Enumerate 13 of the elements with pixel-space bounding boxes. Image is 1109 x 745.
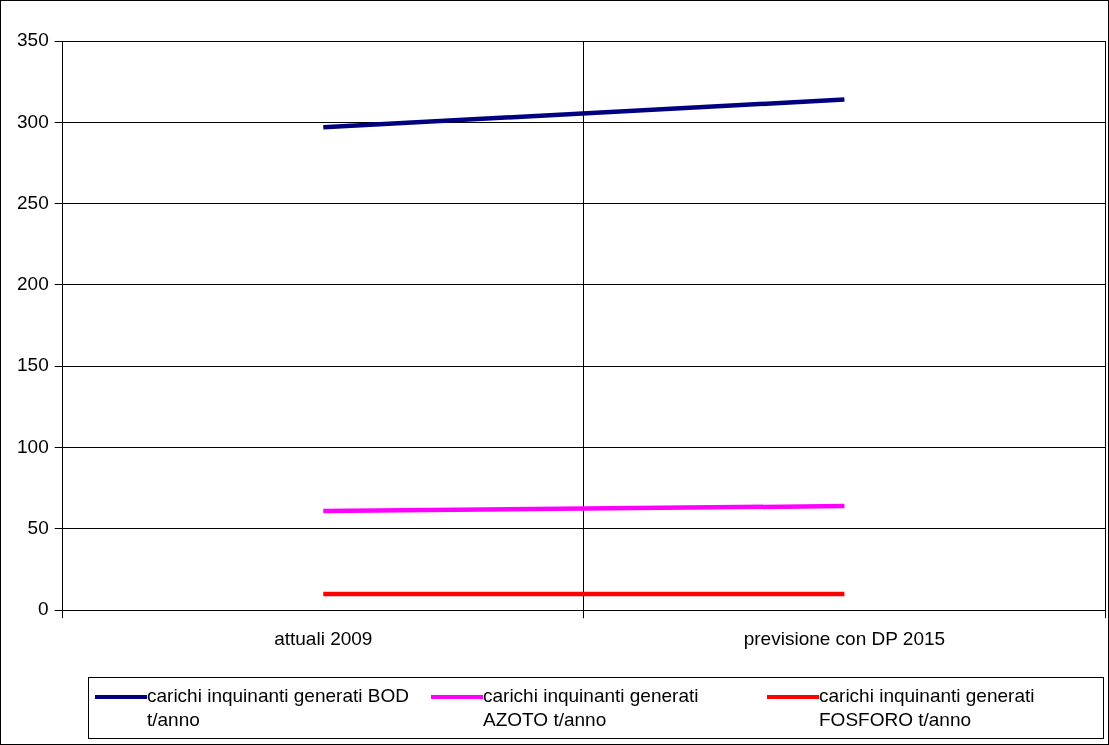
y-tick-label: 100 (17, 435, 49, 457)
y-tick-label: 300 (17, 110, 49, 132)
x-tick-label: attuali 2009 (274, 627, 373, 649)
y-tick-label: 200 (17, 273, 49, 295)
x-tick-label: previsione con DP 2015 (743, 627, 946, 649)
y-tick-label: 350 (17, 29, 49, 51)
legend-label: carichi inquinanti generati BOD t/anno (147, 684, 409, 732)
legend-label: carichi inquinanti generati AZOTO t/anno (483, 684, 700, 732)
y-tick-label: 150 (17, 354, 49, 376)
y-tick-label: 50 (27, 517, 49, 539)
y-tick-label: 0 (38, 598, 49, 620)
legend-label: carichi inquinanti generati FOSFORO t/anno (819, 684, 1036, 732)
y-tick-label: 250 (17, 191, 49, 213)
